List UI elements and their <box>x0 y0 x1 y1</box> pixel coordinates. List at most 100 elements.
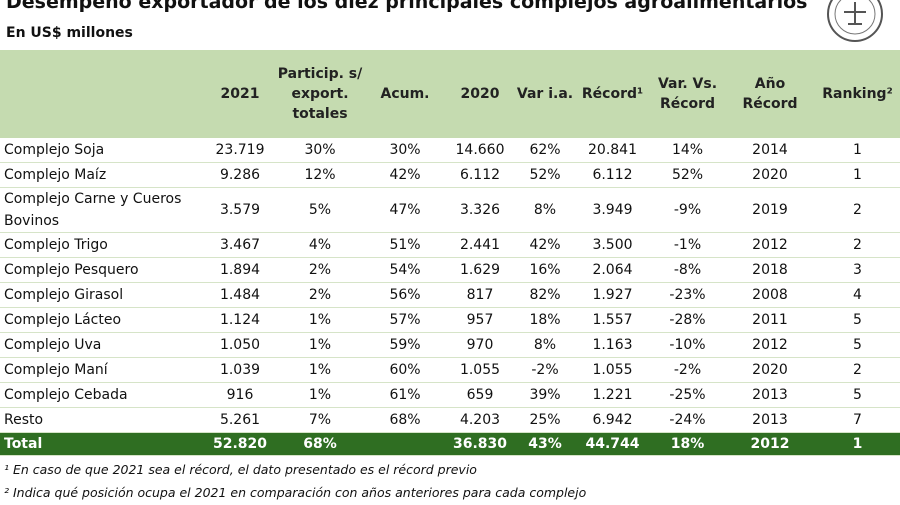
cell: 44.744 <box>575 432 650 456</box>
cell: 970 <box>445 332 515 358</box>
cell: 14.660 <box>445 138 515 163</box>
cell: 2.064 <box>575 257 650 283</box>
column-header <box>0 50 205 138</box>
cell: Complejo Pesquero <box>0 257 205 283</box>
subtitle: En US$ millones <box>6 25 133 41</box>
cell: 5% <box>275 187 365 233</box>
cell: -2% <box>515 357 575 383</box>
cell: 18% <box>515 307 575 333</box>
cell: 3.326 <box>445 187 515 233</box>
table-row: Complejo Soja 23.719 30% 30% 14.660 62% 20.841… <box>0 138 900 163</box>
cell: 56% <box>365 282 445 308</box>
cell: 4% <box>275 232 365 258</box>
cell: 1% <box>275 357 365 383</box>
cell: 2011 <box>725 307 815 333</box>
cell: 2020 <box>725 162 815 188</box>
column-header: 2020 <box>445 50 515 138</box>
cell: 957 <box>445 307 515 333</box>
cell: 68% <box>275 432 365 456</box>
cell: Complejo Girasol <box>0 282 205 308</box>
cell: 51% <box>365 232 445 258</box>
cell: 3.467 <box>205 232 275 258</box>
cell: 2% <box>275 257 365 283</box>
cell: 2013 <box>725 382 815 408</box>
cell: Complejo Carne y Cueros Bovinos <box>0 187 205 233</box>
cell: -28% <box>650 307 725 333</box>
cell: 1.484 <box>205 282 275 308</box>
cell: 25% <box>515 407 575 433</box>
cell: 7% <box>275 407 365 433</box>
cell: -8% <box>650 257 725 283</box>
column-header: Particip. s/ export. totales <box>275 50 365 138</box>
cell: 817 <box>445 282 515 308</box>
column-header: Récord¹ <box>575 50 650 138</box>
cell: 2% <box>275 282 365 308</box>
cell: 2.441 <box>445 232 515 258</box>
cell: -1% <box>650 232 725 258</box>
cell: -25% <box>650 382 725 408</box>
cell: 1.050 <box>205 332 275 358</box>
cell: 1% <box>275 307 365 333</box>
cell: Complejo Maíz <box>0 162 205 188</box>
cell: 1% <box>275 382 365 408</box>
cell: -10% <box>650 332 725 358</box>
column-header: Var i.a. <box>515 50 575 138</box>
cell: -2% <box>650 357 725 383</box>
cell: 1.894 <box>205 257 275 283</box>
table-row: Complejo Pesquero 1.894 2% 54% 1.629 16% 2.064… <box>0 257 900 283</box>
cell: 4.203 <box>445 407 515 433</box>
cell: 1 <box>815 162 900 188</box>
cell: 2019 <box>725 187 815 233</box>
cell: 916 <box>205 382 275 408</box>
table-row: Complejo Carne y Cueros Bovinos 3.579 5% 47… <box>0 187 900 233</box>
cell: 1.927 <box>575 282 650 308</box>
cell: 1 <box>815 432 900 456</box>
cell: 59% <box>365 332 445 358</box>
table-row: Complejo Maíz 9.286 12% 42% 6.112 52% 6.112 52%… <box>0 162 900 188</box>
cell: 1.039 <box>205 357 275 383</box>
cell: 20.841 <box>575 138 650 163</box>
cell: 4 <box>815 282 900 308</box>
cell: Complejo Cebada <box>0 382 205 408</box>
cell: 82% <box>515 282 575 308</box>
cell: Resto <box>0 407 205 433</box>
footnote: ² Indica qué posición ocupa el 2021 en c… <box>4 485 587 500</box>
cell: 2012 <box>725 332 815 358</box>
cell: 2018 <box>725 257 815 283</box>
cell: 3.579 <box>205 187 275 233</box>
column-header: 2021 <box>205 50 275 138</box>
table-row: Complejo Uva 1.050 1% 59% 970 8% 1.163 -10% 2012… <box>0 332 900 358</box>
cell: 7 <box>815 407 900 433</box>
cell: 8% <box>515 187 575 233</box>
footnote: ¹ En caso de que 2021 sea el récord, el … <box>4 462 477 477</box>
cell: 6.112 <box>575 162 650 188</box>
cell: 62% <box>515 138 575 163</box>
cell: Complejo Soja <box>0 138 205 163</box>
cell: 1.221 <box>575 382 650 408</box>
table-row: Complejo Lácteo 1.124 1% 57% 957 18% 1.557 -28%… <box>0 307 900 333</box>
cell: 14% <box>650 138 725 163</box>
cell: 2012 <box>725 232 815 258</box>
cell: 36.830 <box>445 432 515 456</box>
cell: 30% <box>275 138 365 163</box>
column-header: Ranking² <box>815 50 900 138</box>
cell: 2 <box>815 187 900 233</box>
cell: 2013 <box>725 407 815 433</box>
cell: 1.629 <box>445 257 515 283</box>
cell: 2 <box>815 232 900 258</box>
cell: 5 <box>815 307 900 333</box>
cell: Complejo Lácteo <box>0 307 205 333</box>
cell: 52% <box>650 162 725 188</box>
cell: 2 <box>815 357 900 383</box>
cell: 1.124 <box>205 307 275 333</box>
cell: 16% <box>515 257 575 283</box>
cell: 68% <box>365 407 445 433</box>
cell: Complejo Uva <box>0 332 205 358</box>
cell: Total <box>0 432 205 456</box>
cell: 12% <box>275 162 365 188</box>
logo <box>827 0 883 42</box>
cell: Complejo Maní <box>0 357 205 383</box>
cell: 1.055 <box>445 357 515 383</box>
cell: 42% <box>365 162 445 188</box>
